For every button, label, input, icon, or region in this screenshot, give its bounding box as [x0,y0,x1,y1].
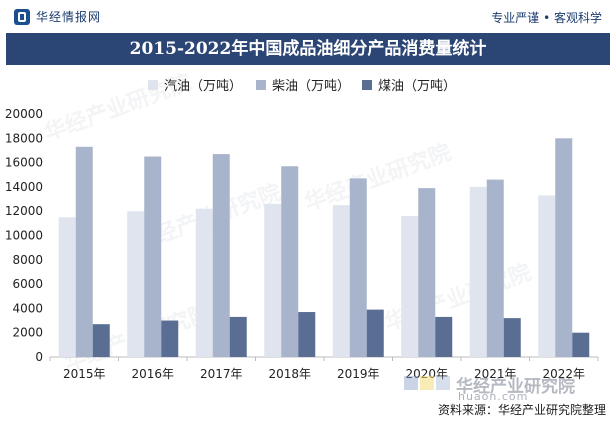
bar [366,309,384,357]
bar [127,211,145,357]
y-tick-label: 8000 [12,253,43,267]
legend-swatch [148,80,158,90]
bar [212,154,230,357]
x-tick-label: 2022年 [542,367,585,381]
y-tick-label: 0 [35,350,43,364]
bar [538,195,556,357]
bar [469,186,487,357]
bar [486,179,504,357]
bar [401,216,419,357]
y-tick-label: 12000 [5,204,43,218]
bar [298,312,316,357]
x-tick-label: 2018年 [268,367,311,381]
bar [435,316,453,357]
legend-label: 汽油（万吨） [164,79,242,94]
bar [264,203,282,357]
x-tick-label: 2020年 [405,367,448,381]
stamp-square-icon [420,376,434,390]
stamp-text: 华经产业研究院 [456,377,575,397]
y-tick-label: 6000 [12,277,43,291]
x-tick-label: 2019年 [337,367,380,381]
legend-swatch [362,80,372,90]
top-bar: 华经情报网 专业严谨 • 客观科学 [0,0,616,32]
legend-swatch [256,80,266,90]
bar [58,217,76,357]
bar [281,166,299,357]
y-tick-label: 14000 [5,180,43,194]
y-tick-label: 2000 [12,326,43,340]
y-tick-label: 20000 [5,107,43,121]
stamp-square-icon [404,376,418,390]
y-tick-label: 10000 [5,229,43,243]
bar [503,318,521,357]
source-note: 资料来源：华经产业研究院整理 [437,403,606,417]
bar [92,324,110,357]
bar [75,146,93,357]
brand: 华经情报网 [14,8,101,25]
slogan: 专业严谨 • 客观科学 [491,11,602,25]
legend-label: 柴油（万吨） [272,79,350,94]
bar [195,208,213,357]
bar [555,138,573,357]
stamp-square-icon [436,376,450,390]
y-tick-label: 18000 [5,131,43,145]
x-tick-label: 2016年 [131,367,174,381]
bar [161,320,179,357]
y-tick-label: 4000 [12,301,43,315]
brand-logo-icon [14,8,30,25]
x-tick-label: 2017年 [200,367,243,381]
bar [332,205,350,357]
legend-label: 煤油（万吨） [378,79,456,94]
chart-title: 2015-2022年中国成品油细分产品消费量统计 [6,33,610,65]
x-tick-label: 2015年 [63,367,106,381]
bar [349,178,367,357]
bar [418,188,436,357]
bar [229,316,247,357]
bar [144,156,162,357]
stamp-url: huaon.com [458,390,529,403]
brand-name: 华经情报网 [36,10,102,24]
bar [572,332,590,357]
x-tick-label: 2021年 [474,367,517,381]
y-tick-label: 16000 [5,156,43,170]
